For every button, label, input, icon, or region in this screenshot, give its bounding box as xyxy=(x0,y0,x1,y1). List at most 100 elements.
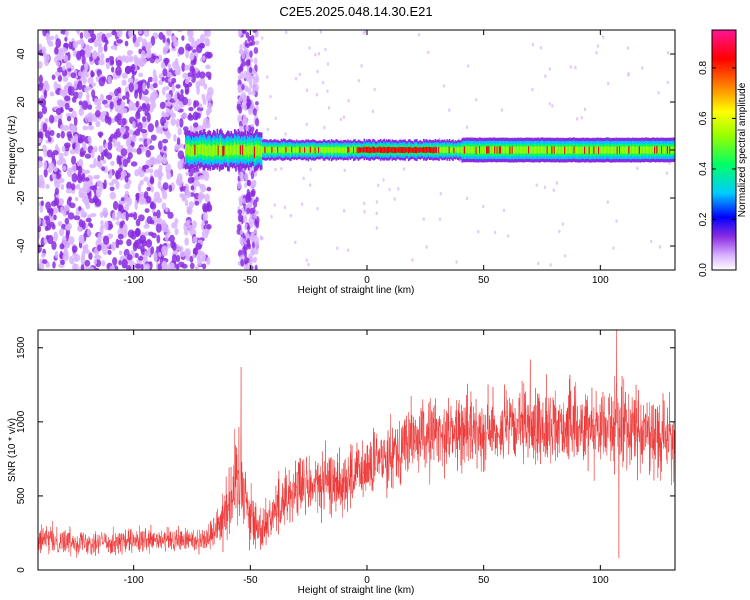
heat-cell xyxy=(57,118,63,126)
heat-cell xyxy=(577,146,579,154)
chart-title: C2E5.2025.048.14.30.E21 xyxy=(279,4,432,19)
heat-cell xyxy=(126,238,132,247)
heat-cell xyxy=(103,235,110,245)
heat-cell xyxy=(571,146,573,154)
heat-cell xyxy=(602,146,605,154)
heat-cell xyxy=(348,147,350,153)
heat-cell xyxy=(76,160,84,167)
heat-cell xyxy=(636,166,639,171)
heat-cell xyxy=(400,147,403,153)
heat-cell xyxy=(402,167,406,171)
heat-cell xyxy=(643,146,646,154)
heat-cell xyxy=(150,246,155,255)
heat-cell xyxy=(38,74,43,85)
heat-cell xyxy=(358,147,361,153)
heat-cell xyxy=(494,146,496,154)
heat-cell xyxy=(243,144,245,156)
heat-cell xyxy=(65,61,72,69)
heat-cell xyxy=(116,211,122,218)
heat-cell xyxy=(393,197,396,201)
heat-cell xyxy=(97,155,101,163)
heat-cell xyxy=(143,30,150,38)
heat-cell xyxy=(305,88,309,92)
heat-cell xyxy=(68,236,75,245)
heat-cell xyxy=(243,263,248,270)
heat-cell xyxy=(98,45,104,54)
heat-cell xyxy=(57,66,64,73)
heat-cell xyxy=(557,146,559,154)
heat-cell xyxy=(149,92,157,102)
heat-cell xyxy=(85,53,91,58)
heat-cell xyxy=(184,229,189,236)
heat-cell xyxy=(574,65,577,70)
heat-cell xyxy=(546,146,549,154)
heat-cell xyxy=(246,257,250,264)
heat-cell xyxy=(357,147,360,154)
heat-cell xyxy=(149,201,155,209)
heat-cell xyxy=(72,40,78,49)
heat-cell xyxy=(360,147,362,153)
heat-cell xyxy=(248,253,253,259)
heat-cell xyxy=(135,38,140,47)
heat-cell xyxy=(186,143,188,155)
heat-cell xyxy=(128,82,134,93)
heat-cell xyxy=(477,229,480,234)
heat-cell xyxy=(510,146,513,154)
heat-cell xyxy=(45,235,50,240)
heat-cell xyxy=(87,135,92,142)
heat-cell xyxy=(84,177,90,182)
heat-cell xyxy=(170,117,177,127)
heat-cell xyxy=(130,161,138,167)
heat-cell xyxy=(79,151,85,158)
heat-cell xyxy=(91,89,96,99)
heat-cell xyxy=(246,238,251,247)
heat-cell xyxy=(274,167,277,172)
heat-cell xyxy=(116,141,121,147)
heat-cell xyxy=(150,134,157,141)
heat-cell xyxy=(148,159,154,164)
heat-cell xyxy=(382,147,384,154)
heat-cell xyxy=(234,143,236,155)
heat-cell xyxy=(581,146,584,154)
heat-cell xyxy=(519,146,522,154)
heat-cell xyxy=(200,143,202,155)
heat-cell xyxy=(377,146,380,153)
heat-cell xyxy=(249,50,253,58)
heat-cell xyxy=(185,49,190,59)
heat-cell xyxy=(402,147,404,154)
heat-cell xyxy=(98,132,103,138)
heat-cell xyxy=(651,146,654,154)
heat-cell xyxy=(482,146,485,155)
heat-cell xyxy=(518,146,521,154)
heat-cell xyxy=(83,181,90,187)
heat-cell xyxy=(56,159,63,166)
heat-cell xyxy=(168,184,173,193)
heat-cell xyxy=(243,70,248,80)
heat-cell xyxy=(206,186,212,192)
heat-cell xyxy=(44,225,49,232)
heat-cell xyxy=(101,260,106,267)
heat-cell xyxy=(64,95,71,102)
heat-cell xyxy=(124,55,130,64)
heat-cell xyxy=(313,147,315,154)
heat-cell xyxy=(417,147,419,153)
heat-cell xyxy=(558,229,561,234)
heat-cell xyxy=(134,252,139,259)
heat-cell xyxy=(500,108,504,112)
heat-cell xyxy=(239,229,243,236)
heat-cell xyxy=(61,69,68,77)
colorbar-label: Normalized spectral amplitude xyxy=(737,82,748,217)
heat-cell xyxy=(140,57,147,65)
heat-cell xyxy=(339,117,343,122)
heat-cell xyxy=(343,147,346,153)
heat-cell xyxy=(223,145,226,156)
heat-cell xyxy=(85,86,92,91)
heat-cell xyxy=(53,178,59,186)
heat-cell xyxy=(73,163,77,174)
heat-cell xyxy=(574,146,577,154)
heat-cell xyxy=(652,146,655,154)
heat-cell xyxy=(42,82,50,93)
heat-cell xyxy=(369,147,371,154)
heat-cell xyxy=(663,146,665,154)
heat-cell xyxy=(258,144,261,155)
